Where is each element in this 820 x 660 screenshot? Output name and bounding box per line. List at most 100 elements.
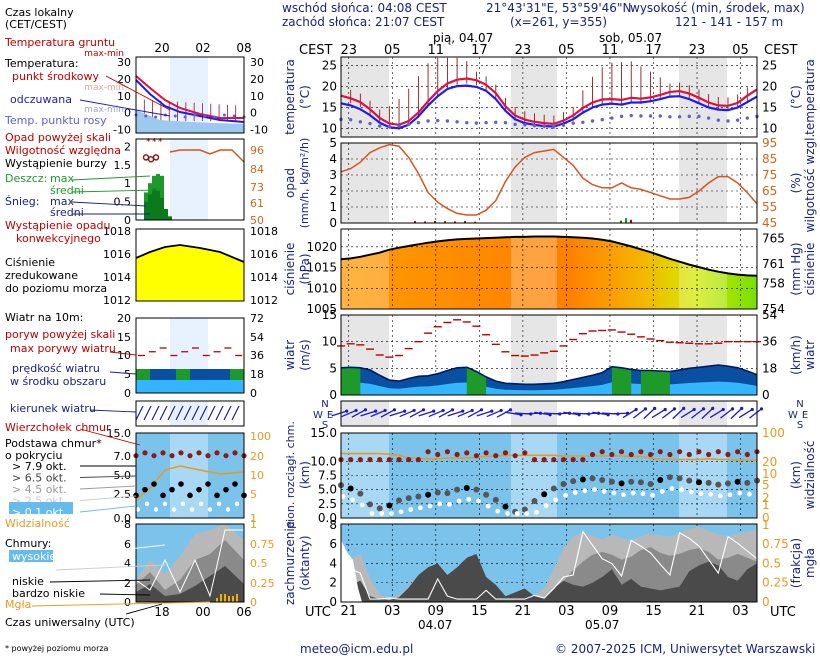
dew-point-18 [513,122,517,127]
lg-base-low-6 [189,507,195,512]
lg-base-low-0 [135,507,141,512]
wind-arrow-13 [457,409,473,418]
cloud-base-low-42 [746,491,752,497]
wind-arrow-head-6 [403,409,407,413]
legend-cloud-top: Wierzchołek chmur [5,421,111,434]
rain-bar-3 [444,221,446,223]
wind-arrow-34 [661,408,675,419]
lg-base-7 [196,486,202,493]
sunset-text: zachód słońca: 21:07 CEST [282,15,445,29]
lg-arrow-0 [135,405,144,421]
cloud-base-low-18 [514,511,520,516]
cvis-l-tick-3: 7.5 [318,469,337,483]
cloud-base-low-4 [379,511,385,516]
cloud-base-34 [666,474,673,481]
lg-over-0: * [146,138,151,148]
lg-fog-3 [228,596,230,602]
cvis-r-tick-4: 10 [762,467,777,481]
legend-okt-bg-4 [9,502,73,514]
lg-cvis-r-4: 1 [250,512,257,525]
wind-arrow-2 [351,409,366,418]
dew-point-42 [745,116,750,120]
cloud-ext-label: pion. rozciągł. chm. [284,421,297,529]
height-label: wysokość (min, środek, max) [630,1,805,15]
cloud-base-low-12 [456,498,462,504]
wind-arrow-10 [428,409,444,418]
lg-dew-7 [203,114,207,118]
legend-very-low: bardzo niskie [12,587,85,600]
lg-arrow-3 [159,405,168,421]
cloud-base-low-26 [592,487,597,493]
lg-temp-l-3: 0 [124,107,131,120]
temp-r-tick-0: 10 [762,122,777,136]
lg-ccov-low [136,566,244,602]
temp-l-tick-0: 10 [322,122,337,136]
lg-wind-inner [136,380,244,393]
lg-base-low-3 [162,501,168,507]
top-hour-5: 05 [558,43,575,58]
rain-bar-1 [424,221,426,223]
lg-arrow-4 [167,405,176,421]
cloud-ext-unit: (km) [298,461,312,489]
legend-snow: Śnieg: [5,195,39,208]
dew-point-2 [358,120,363,124]
bottom-hour-1: 03 [384,604,401,619]
dew-point-8 [416,120,421,125]
cloud-top-40 [725,451,731,458]
top-hour-2: 11 [428,43,445,58]
lg-top-4 [169,453,175,459]
cvis-r-tick-3: 5 [762,478,770,492]
cloud-base-low-0 [340,494,346,499]
cloud-top-29 [618,449,625,455]
ccov-border [340,523,758,603]
lg-ccov-l-2: 4 [124,557,131,570]
apparent-temp-line [340,84,758,130]
lg-dew-8 [213,115,217,119]
temperature-line [340,77,758,126]
lead-okt-1 [79,475,137,478]
compass-2: E [327,410,333,421]
lg-ccov-r-1: 0.75 [250,538,275,551]
cloud-low-area [341,553,757,602]
humidity-line [340,143,758,216]
cloud-base-low-1 [350,497,356,503]
cloud-base-low-8 [417,505,423,511]
wind-label: wiatr [283,340,297,370]
lg-temp-l-0: 30 [117,56,131,69]
lg-prec-r-4: 50 [250,214,264,227]
lead-rain-max [71,175,151,181]
compass-3: S [322,420,328,431]
lg-prec-border [135,138,245,221]
cloud-base-29 [618,480,625,487]
dew-point-29 [619,114,624,119]
lg-pres-r-2: 1014 [250,271,278,284]
bottom-hour-2: 09 [428,604,445,619]
lg-ground-area [136,110,244,133]
cloud-top-28 [609,451,615,458]
cloud-base-low-5 [388,511,394,516]
lg-vis-line [135,465,245,501]
lg-wind-r-0: 72 [250,312,264,325]
legend-clouds: Chmury: [5,537,51,550]
wind-arrow-head-43 [759,407,764,411]
prec-r-tick-0: 45 [762,216,777,230]
lg-temp-r-1: 20 [250,73,264,86]
rain-bar-5 [464,221,466,223]
email-link[interactable]: meteo@icm.edu.pl [300,642,413,656]
prec-l-tick-5: 5 [329,136,337,150]
cloud-top-17 [502,450,509,456]
wind-arrow-head-17 [508,408,513,412]
cloud-top-10 [435,451,441,458]
cloud-base-22 [550,485,557,492]
temp-unit-r: (°C) [789,85,803,109]
lg-pres-r-3: 1012 [250,294,278,307]
temp-r-tick-2: 20 [762,79,777,93]
lg-humidity-line [169,149,245,163]
compass-1: W [313,410,323,421]
legend-snow-max: max [50,195,74,208]
cloud-top-18 [512,453,518,459]
cloud-base-17 [502,503,509,510]
legend-snow-mid: średni [50,206,84,219]
lg-fog-1 [220,594,222,602]
cloud-base-low-2 [359,502,365,508]
